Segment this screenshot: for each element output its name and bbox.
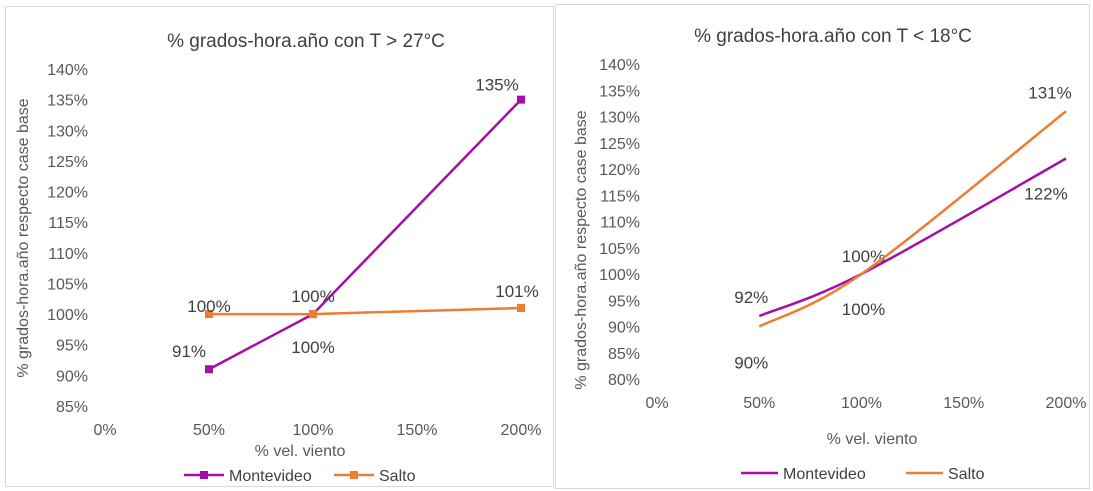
- series-line-salto: [758, 110, 1067, 328]
- data-label: 90%: [734, 354, 768, 373]
- series-line-montevideo: [208, 98, 522, 371]
- chart-panel-left: % grados-hora.año con T > 27°C 85% 90% 95% 1…: [5, 6, 554, 487]
- x-axis-label: % vel. viento: [255, 443, 346, 460]
- y-tick-label: 90%: [608, 320, 640, 337]
- data-label: 91%: [172, 342, 206, 361]
- y-tick-label: 95%: [608, 293, 640, 310]
- y-tick-label: 110%: [48, 246, 88, 263]
- legend-marker: [350, 471, 358, 479]
- legend-label-salto: Salto: [948, 466, 985, 483]
- series-line-montevideo: [758, 157, 1067, 318]
- y-tick-label: 135%: [599, 83, 640, 100]
- chart-title: % grados-hora.año con T < 18°C: [694, 26, 972, 47]
- data-point-marker: [205, 365, 213, 374]
- data-label: 100%: [842, 300, 885, 319]
- y-tick-label: 120%: [599, 162, 640, 179]
- y-tick-label: 135%: [47, 93, 88, 110]
- data-label: 122%: [1024, 185, 1067, 204]
- y-tick-label: 90%: [56, 368, 88, 385]
- data-label: 100%: [187, 297, 230, 316]
- data-point-marker: [309, 310, 317, 319]
- y-tick-label: 115%: [48, 215, 88, 232]
- x-tick-label: 200%: [1046, 395, 1087, 412]
- y-tick-label: 80%: [608, 372, 640, 389]
- y-tick-label: 95%: [56, 338, 88, 355]
- y-tick-label: 110%: [600, 215, 640, 232]
- data-label: 100%: [291, 287, 334, 306]
- y-tick-label: 120%: [47, 185, 88, 202]
- x-tick-label: 50%: [743, 395, 775, 412]
- legend-label-salto: Salto: [379, 468, 416, 485]
- data-label: 131%: [1028, 83, 1071, 102]
- x-tick-label: 0%: [645, 395, 668, 412]
- y-tick-label: 125%: [599, 136, 640, 153]
- x-tick-label: 0%: [93, 422, 116, 439]
- y-axis-label: % grados-hora.año respecto case base: [15, 98, 32, 377]
- x-tick-label: 200%: [501, 422, 542, 439]
- x-tick-label: 50%: [193, 422, 225, 439]
- y-tick-label: 100%: [599, 267, 640, 284]
- data-point-marker: [205, 310, 213, 319]
- chart-svg-right: % grados-hora.año con T < 18°C 80% 85% 90% 9…: [573, 26, 1087, 483]
- x-axis-label: % vel. viento: [827, 431, 918, 448]
- chart-panel-right: % grados-hora.año con T < 18°C 80% 85% 90% 9…: [555, 4, 1090, 489]
- y-tick-label: 85%: [56, 399, 88, 416]
- y-tick-label: 130%: [599, 110, 640, 127]
- data-label: 135%: [475, 76, 518, 95]
- series-line-salto: [209, 306, 522, 316]
- data-label: 101%: [495, 282, 538, 301]
- y-tick-label: 105%: [47, 276, 88, 293]
- y-tick-label: 115%: [600, 188, 640, 205]
- data-point-marker: [517, 95, 525, 104]
- y-tick-label: 140%: [599, 57, 640, 74]
- y-tick-label: 105%: [599, 241, 640, 258]
- data-point-marker: [517, 303, 525, 312]
- x-tick-label: 150%: [397, 422, 438, 439]
- y-tick-label: 100%: [47, 307, 88, 324]
- y-tick-label: 140%: [47, 62, 88, 79]
- y-tick-label: 130%: [47, 123, 88, 140]
- x-tick-label: 150%: [943, 395, 984, 412]
- y-tick-label: 125%: [47, 154, 88, 171]
- data-label: 92%: [734, 288, 768, 307]
- legend-marker: [200, 471, 208, 479]
- chart-title: % grados-hora.año con T > 27°C: [167, 31, 445, 52]
- legend-label-montevideo: Montevideo: [229, 468, 312, 485]
- y-axis-label: % grados-hora.año respecto case base: [573, 110, 590, 389]
- y-tick-label: 85%: [608, 346, 640, 363]
- x-tick-label: 100%: [293, 422, 334, 439]
- chart-svg-left: % grados-hora.año con T > 27°C 85% 90% 95% 1…: [15, 31, 542, 485]
- data-label: 100%: [842, 247, 885, 266]
- x-tick-label: 100%: [841, 395, 882, 412]
- data-label: 100%: [291, 338, 334, 357]
- legend-label-montevideo: Montevideo: [783, 466, 866, 483]
